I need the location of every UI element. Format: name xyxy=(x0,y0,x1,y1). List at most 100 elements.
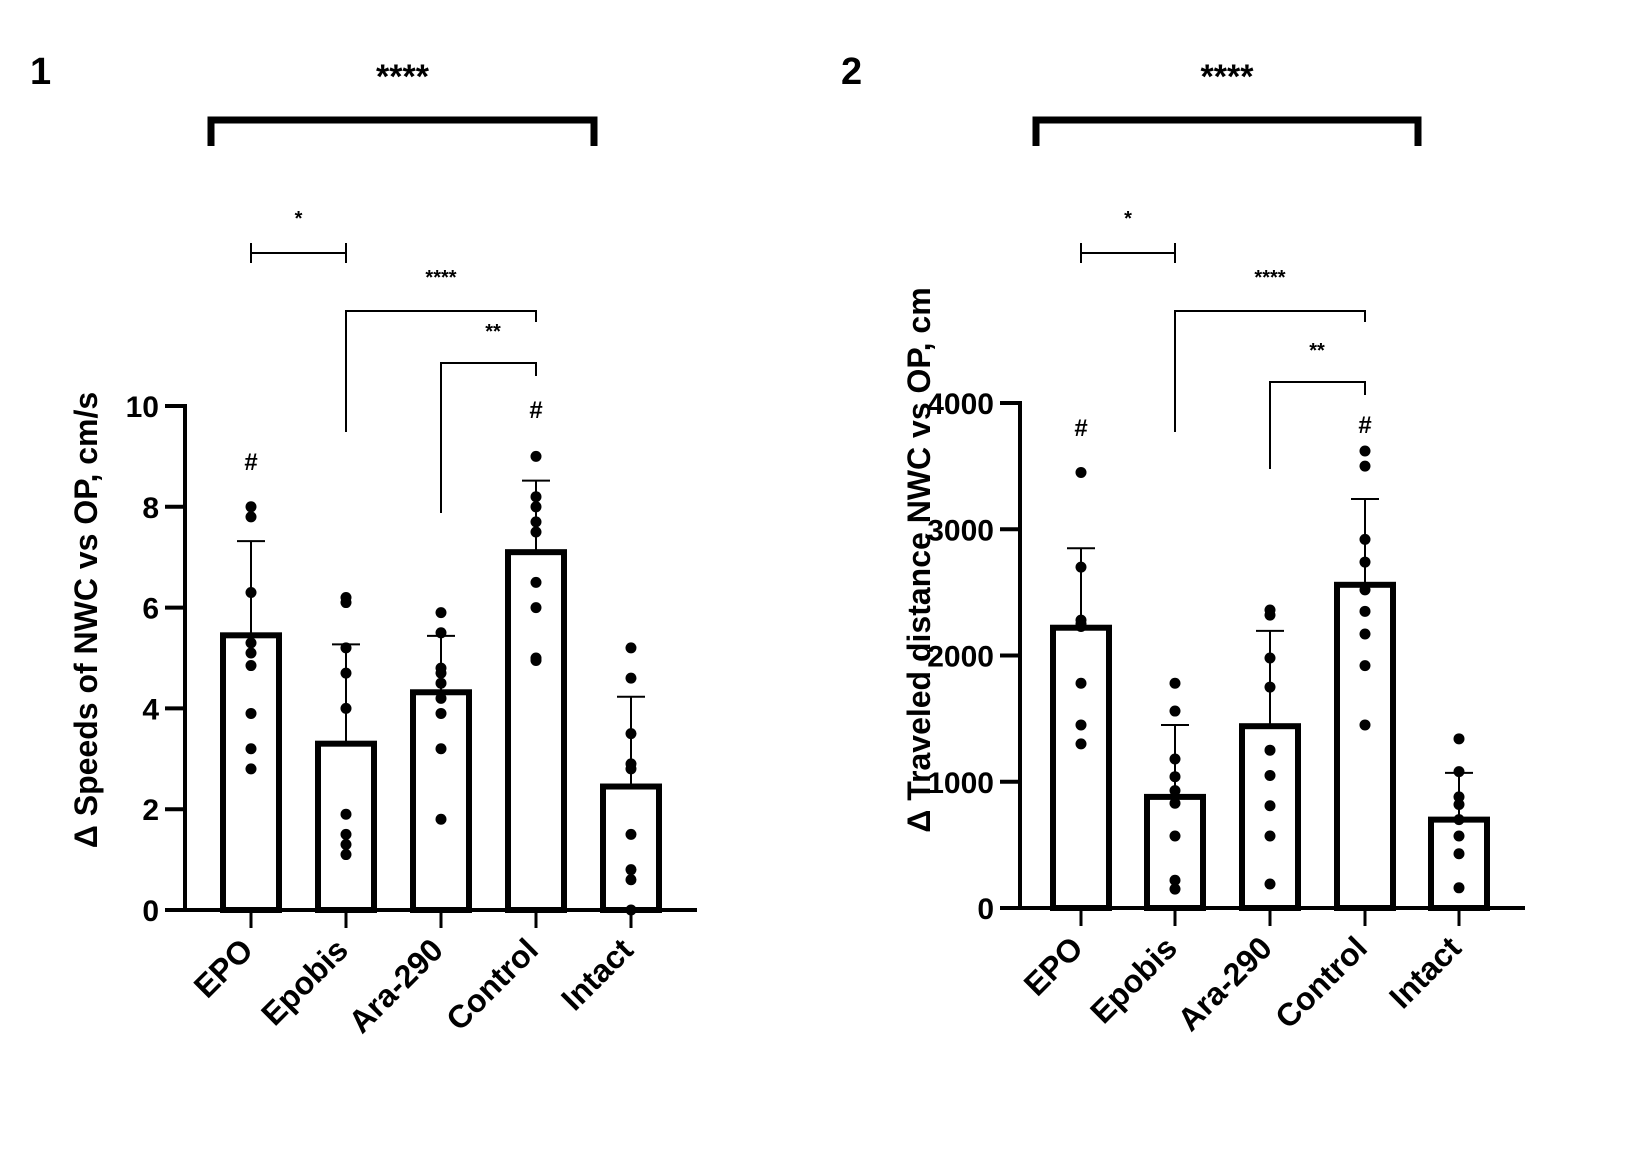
data-point xyxy=(1453,848,1465,860)
data-point xyxy=(1359,460,1371,472)
significance-hash: # xyxy=(1074,415,1087,442)
data-point xyxy=(1264,769,1276,781)
bar xyxy=(410,689,472,913)
data-point xyxy=(1169,677,1181,689)
panel-label: 2 xyxy=(841,51,862,93)
significance-label: **** xyxy=(376,58,430,96)
data-point xyxy=(530,491,542,503)
x-tick-label: EPO xyxy=(187,931,260,1004)
data-point xyxy=(530,602,542,614)
data-point xyxy=(625,672,637,684)
data-point xyxy=(625,828,637,840)
data-point xyxy=(530,576,542,588)
x-tick-label: Epobis xyxy=(1083,929,1184,1030)
bar xyxy=(600,783,662,914)
data-point xyxy=(1169,705,1181,717)
y-tick-label: 4000 xyxy=(927,388,994,421)
data-point xyxy=(340,702,352,714)
data-point xyxy=(340,667,352,679)
data-point xyxy=(245,511,257,523)
data-point xyxy=(1359,533,1371,545)
bar xyxy=(1050,624,1112,911)
y-tick-label: 1000 xyxy=(927,767,994,800)
data-point xyxy=(435,813,447,825)
data-point xyxy=(435,692,447,704)
data-point xyxy=(245,501,257,513)
data-point xyxy=(625,864,637,876)
data-point xyxy=(1075,719,1087,731)
data-point xyxy=(435,743,447,755)
x-tick-label: EPO xyxy=(1017,929,1090,1002)
data-point xyxy=(435,627,447,639)
data-point xyxy=(1075,466,1087,478)
significance-label: * xyxy=(295,208,303,230)
significance-label: ** xyxy=(1309,340,1325,362)
data-point xyxy=(1453,733,1465,745)
data-point xyxy=(1169,797,1181,809)
data-point xyxy=(1264,830,1276,842)
y-tick-label: 3000 xyxy=(927,514,994,547)
x-tick-label: Intact xyxy=(554,931,640,1017)
data-point xyxy=(530,501,542,513)
data-point xyxy=(625,874,637,886)
data-point xyxy=(1075,561,1087,573)
data-point xyxy=(1169,830,1181,842)
data-point xyxy=(1264,652,1276,664)
y-tick-label: 0 xyxy=(142,895,159,928)
significance-bracket xyxy=(1269,381,1366,469)
bar xyxy=(315,740,377,913)
x-tick-label: Epobis xyxy=(254,931,355,1032)
data-point xyxy=(245,743,257,755)
significance-hash: # xyxy=(1358,412,1371,439)
data-point xyxy=(340,642,352,654)
data-point xyxy=(340,828,352,840)
data-point xyxy=(1169,785,1181,797)
data-point xyxy=(245,763,257,775)
data-point xyxy=(1169,753,1181,765)
data-point xyxy=(340,849,352,861)
data-point xyxy=(1169,883,1181,895)
data-point xyxy=(1169,771,1181,783)
data-point xyxy=(340,597,352,609)
data-point xyxy=(435,667,447,679)
y-tick-label: 4 xyxy=(142,693,159,726)
y-tick-label: 10 xyxy=(126,391,159,424)
y-tick-label: 0 xyxy=(977,893,994,926)
chart-panel-1: 1 Δ Speeds of NWC vs OP, cm/s 0 2 4 6 8 10 EPO Ep… xyxy=(0,0,817,1154)
data-point xyxy=(625,728,637,740)
data-point xyxy=(1359,719,1371,731)
data-point xyxy=(530,526,542,538)
y-axis-label: Δ Speeds of NWC vs OP, cm/s xyxy=(68,392,104,848)
significance-bracket xyxy=(440,362,537,513)
x-tick-label: Ara-290 xyxy=(1170,929,1278,1037)
y-tick-label: 8 xyxy=(142,492,159,525)
data-point xyxy=(1359,660,1371,672)
chart-svg: 2 Δ Traveled distance NWC vs OP, cm 0 1000 2… xyxy=(841,51,1525,1038)
chart-svg: 1 Δ Speeds of NWC vs OP, cm/s 0 2 4 6 8 10 EPOEp… xyxy=(30,51,697,1040)
significance-label: **** xyxy=(425,267,456,289)
y-tick-label: 6 xyxy=(142,593,159,626)
x-tick-label: Ara-290 xyxy=(341,931,449,1039)
data-point xyxy=(1453,882,1465,894)
significance-label: **** xyxy=(1201,58,1255,96)
data-point xyxy=(1075,738,1087,750)
data-point xyxy=(625,642,637,654)
significance-label: * xyxy=(1124,208,1132,230)
data-point xyxy=(1264,800,1276,812)
y-tick-label: 2 xyxy=(142,794,159,827)
data-point xyxy=(1453,830,1465,842)
data-point xyxy=(1359,584,1371,596)
data-point xyxy=(530,516,542,528)
significance-label: **** xyxy=(1254,267,1285,289)
data-point xyxy=(245,637,257,649)
data-point xyxy=(435,677,447,689)
data-point xyxy=(245,586,257,598)
data-point xyxy=(340,838,352,850)
x-tick-label: Control xyxy=(439,931,545,1037)
significance-bracket xyxy=(1032,116,1422,146)
data-point xyxy=(245,660,257,672)
data-point xyxy=(1453,798,1465,810)
significance-bracket xyxy=(1080,243,1176,263)
data-point xyxy=(1453,766,1465,778)
x-tick-label: Intact xyxy=(1382,929,1468,1015)
